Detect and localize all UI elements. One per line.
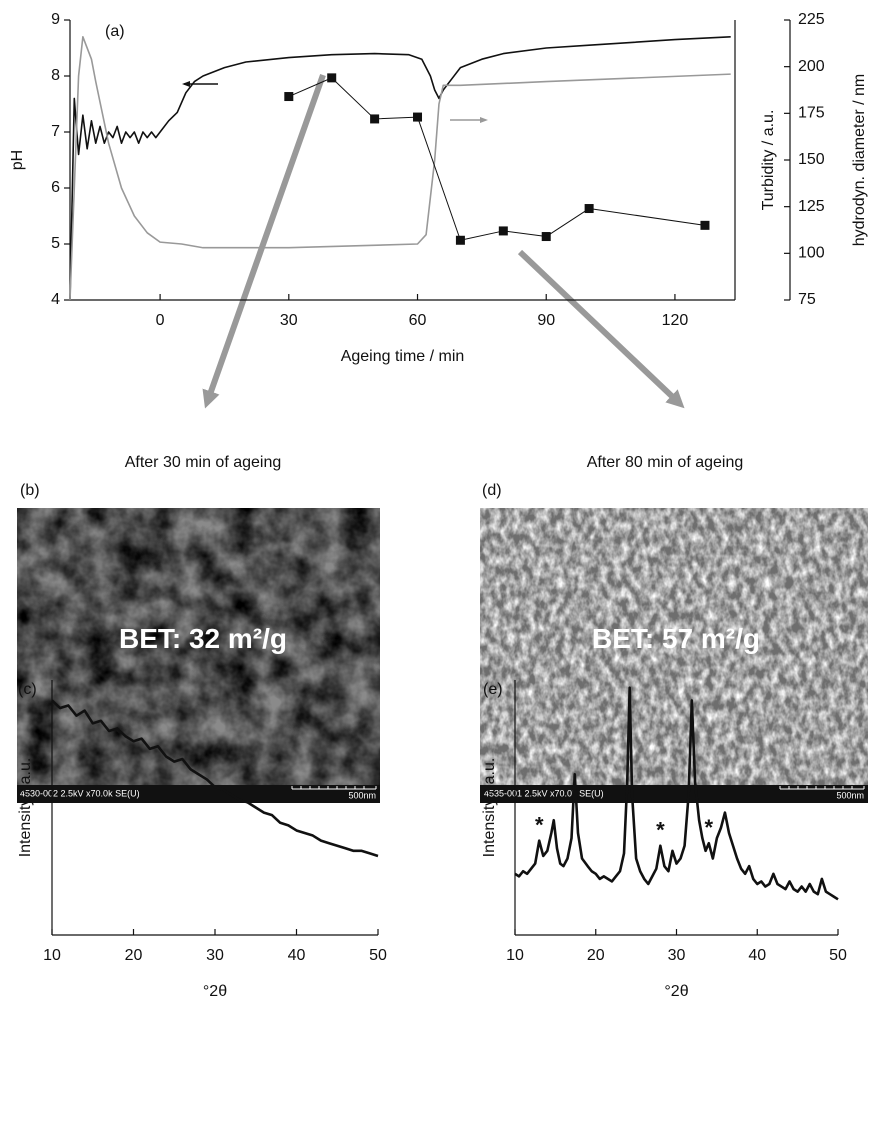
y2-tick-label: 150 [798, 151, 825, 168]
y2-axis-label: hydrodyn. diameter / nm [851, 74, 868, 247]
data-point [700, 220, 710, 230]
y-tick-label: 8 [51, 67, 60, 84]
peak-marker: * [705, 815, 714, 840]
data-line [51, 699, 379, 858]
y-axis-label: Intensity / a.u. [481, 758, 498, 858]
data-point [541, 232, 551, 242]
x-tick-label: 10 [506, 947, 524, 964]
sem-caption: After 30 min of ageing [125, 454, 282, 471]
sem-info-bar [17, 785, 380, 803]
y-axis-label: Intensity / a.u. [17, 758, 34, 858]
x-tick-label: 60 [409, 312, 427, 329]
bet-label: BET: 32 m²/g [119, 623, 287, 654]
data-point [413, 112, 423, 122]
sem-scale-bar [291, 786, 377, 790]
panel-label: (d) [482, 482, 502, 499]
sem-scale: 500nm [348, 790, 376, 800]
turbidity-axis-label: Turbidity / a.u. [760, 110, 777, 211]
data-point [584, 204, 594, 214]
y2-tick-label: 75 [798, 291, 816, 308]
y2-tick-label: 125 [798, 198, 825, 215]
x-tick-label: 10 [43, 947, 61, 964]
sem-texture [17, 508, 380, 785]
x-axis-label: °2θ [203, 983, 227, 1000]
data-point [455, 235, 465, 245]
data-line [288, 77, 706, 241]
sem-texture [480, 508, 868, 785]
peak-marker: * [535, 812, 544, 837]
y-axis-label: pH [9, 150, 26, 170]
peak-marker: * [656, 818, 665, 843]
x-tick-label: 0 [156, 312, 165, 329]
bet-label: BET: 57 m²/g [592, 623, 760, 654]
x-tick-label: 40 [288, 947, 306, 964]
x-tick-label: 30 [206, 947, 224, 964]
sem-scale-bar [779, 786, 865, 790]
panel-label: (e) [483, 681, 503, 698]
x-tick-label: 50 [369, 947, 387, 964]
data-line [514, 686, 839, 901]
x-tick-label: 30 [280, 312, 298, 329]
sem-info: 4535-001 2.5kV x70.0k SE(U) [484, 788, 604, 798]
axis-arrow-head [480, 117, 488, 123]
x-tick-label: 20 [587, 947, 605, 964]
x-axis-label: °2θ [664, 983, 688, 1000]
arrow [202, 73, 326, 409]
data-point [498, 226, 508, 236]
data-point [370, 114, 380, 124]
sem-caption: After 80 min of ageing [587, 454, 744, 471]
y-tick-label: 5 [51, 235, 60, 252]
x-tick-label: 50 [829, 947, 847, 964]
y2-tick-label: 200 [798, 58, 825, 75]
sem-info: 4530-002 2.5kV x70.0k SE(U) [20, 788, 140, 798]
x-tick-label: 40 [748, 947, 766, 964]
y-tick-label: 6 [51, 179, 60, 196]
panel-label: (c) [18, 681, 37, 698]
x-tick-label: 20 [125, 947, 143, 964]
panel-label: (a) [105, 23, 125, 40]
data-line [69, 36, 731, 301]
data-point [327, 73, 337, 83]
x-tick-label: 120 [662, 312, 689, 329]
y-tick-label: 4 [51, 291, 60, 308]
y2-tick-label: 100 [798, 245, 825, 262]
data-point [284, 92, 294, 102]
sem-scale: 500nm [836, 790, 864, 800]
x-tick-label: 30 [668, 947, 686, 964]
x-axis-label: Ageing time / min [341, 348, 465, 365]
panel-label: (b) [20, 482, 40, 499]
y-tick-label: 7 [51, 123, 60, 140]
y2-tick-label: 175 [798, 105, 825, 122]
axis-arrow-head [182, 81, 190, 87]
data-line [69, 36, 731, 301]
x-tick-label: 90 [537, 312, 555, 329]
arrow [517, 249, 685, 409]
y2-tick-label: 225 [798, 11, 825, 28]
y-tick-label: 9 [51, 11, 60, 28]
